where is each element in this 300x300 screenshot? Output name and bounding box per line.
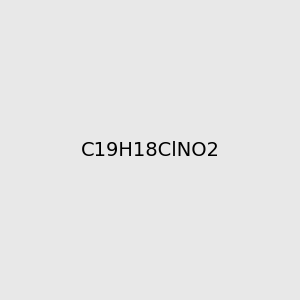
Text: C19H18ClNO2: C19H18ClNO2 — [80, 140, 220, 160]
